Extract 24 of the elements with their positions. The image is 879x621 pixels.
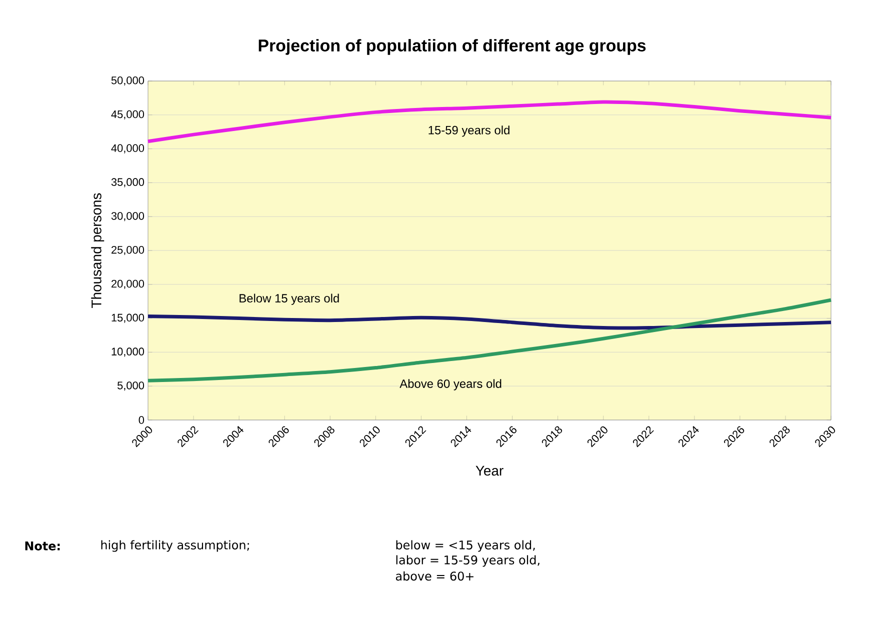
y-tick-label: 45,000: [111, 110, 144, 120]
line-series: [146, 100, 833, 144]
y-tick-label: 35,000: [111, 178, 144, 188]
y-axis-title: Thousand persons: [91, 193, 104, 308]
series-label: Above 60 years old: [400, 379, 502, 390]
y-tick-label: 30,000: [111, 212, 144, 222]
text: high fertility assumption;: [101, 540, 249, 552]
text: labor = 15-59 years old,: [396, 555, 540, 567]
text: below = <15 years old,: [396, 540, 535, 552]
line-series: [146, 314, 833, 330]
y-tick-label: 40,000: [111, 144, 144, 154]
series-label: 15-59 years old: [428, 126, 510, 137]
text: Note:: [25, 542, 60, 550]
chart-title: Projection of populatiion of different age groups: [258, 39, 646, 55]
y-tick-label: 15,000: [112, 314, 144, 323]
series-label: Below 15 years old: [240, 294, 339, 305]
y-tick-label: 0: [138, 416, 144, 424]
y-tick-label: 50,000: [111, 76, 144, 86]
y-tick-label: 10,000: [112, 348, 144, 357]
y-tick-label: 25,000: [112, 246, 144, 256]
text: above = 60+: [396, 571, 474, 581]
y-tick-label: 5,000: [117, 382, 144, 391]
x-axis-title: Year: [476, 466, 504, 476]
y-tick-label: 20,000: [112, 280, 144, 289]
